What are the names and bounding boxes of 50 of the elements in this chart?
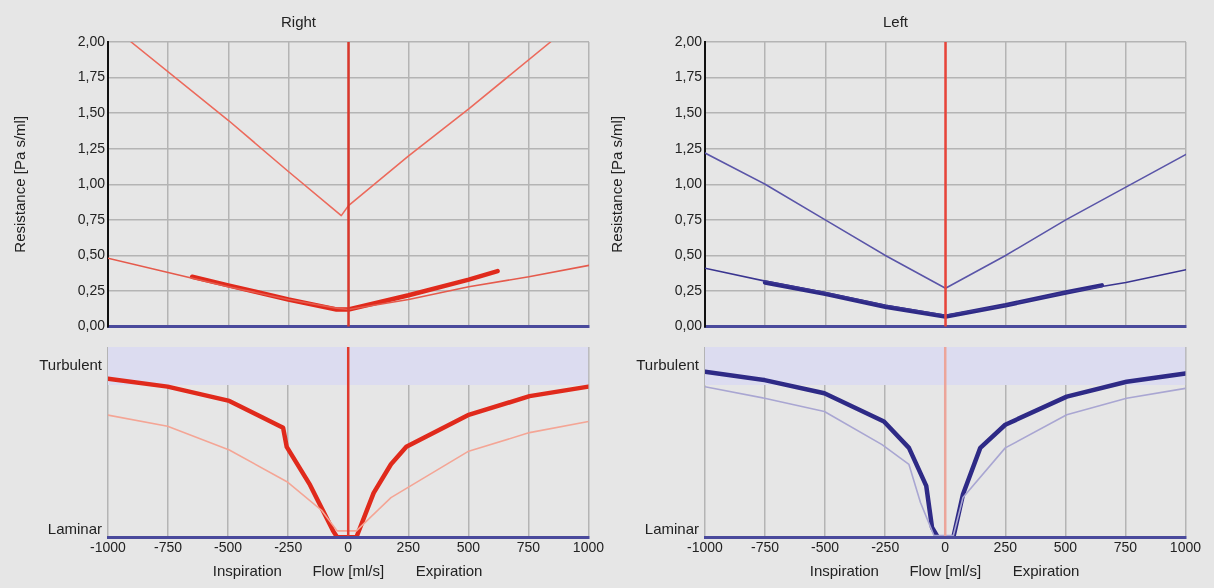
x-tick-label: 0 xyxy=(344,539,353,556)
y-tick-label: 0,50 xyxy=(77,246,106,263)
x-axis-title: Flow [ml/s] xyxy=(312,562,385,579)
x-tick-label: -750 xyxy=(154,539,183,556)
band-label: Turbulent xyxy=(636,356,700,374)
y-tick-label: 0,25 xyxy=(674,281,703,298)
x-tick-label: 250 xyxy=(993,539,1018,556)
y-axis-title: Resistance [Pa s/ml] xyxy=(608,115,626,253)
x-tick-label: 500 xyxy=(1053,539,1078,556)
x-tick-label: 250 xyxy=(396,539,421,556)
x-tick-label: 1000 xyxy=(1169,539,1202,556)
x-tick-label: -250 xyxy=(274,539,303,556)
x-tick-label: 500 xyxy=(456,539,481,556)
text: Expiration xyxy=(415,562,483,579)
y-tick-label: 1,50 xyxy=(77,104,106,121)
band-label: Turbulent xyxy=(39,356,103,374)
y-tick-label: 0,00 xyxy=(674,317,703,334)
y-tick-label: 1,00 xyxy=(674,175,703,192)
y-tick-label: 1,25 xyxy=(77,139,106,156)
chart-title: Left xyxy=(882,13,909,31)
y-tick-label: 1,25 xyxy=(674,139,703,156)
y-tick-label: 0,00 xyxy=(77,317,106,334)
y-tick-label: 0,75 xyxy=(674,210,703,227)
chart-title: Right xyxy=(280,13,317,31)
text: Inspiration xyxy=(212,562,282,579)
x-tick-label: -250 xyxy=(871,539,900,556)
x-tick-label: 0 xyxy=(941,539,950,556)
ref-line-label: Laminar xyxy=(47,519,102,537)
y-axis-title: Resistance [Pa s/ml] xyxy=(11,115,29,253)
y-tick-label: 0,50 xyxy=(674,246,703,263)
x-tick-label: -750 xyxy=(751,539,780,556)
y-tick-label: 1,75 xyxy=(674,68,703,85)
x-tick-label: -1000 xyxy=(687,539,724,556)
ref-line-label: Laminar xyxy=(644,519,699,537)
x-tick-label: 1000 xyxy=(572,539,605,556)
x-tick-label: 750 xyxy=(1113,539,1138,556)
x-tick-label: -1000 xyxy=(90,539,127,556)
y-tick-label: 1,75 xyxy=(77,68,106,85)
x-tick-label: -500 xyxy=(811,539,840,556)
y-tick-label: 2,00 xyxy=(77,32,106,49)
x-tick-label: 750 xyxy=(516,539,541,556)
y-tick-label: 2,00 xyxy=(674,32,703,49)
text: Inspiration xyxy=(809,562,879,579)
y-tick-label: 1,00 xyxy=(77,175,106,192)
x-tick-label: -500 xyxy=(214,539,243,556)
x-axis-title: Flow [ml/s] xyxy=(909,562,982,579)
y-tick-label: 1,50 xyxy=(674,104,703,121)
text: Expiration xyxy=(1012,562,1080,579)
y-tick-label: 0,75 xyxy=(77,210,106,227)
y-tick-label: 0,25 xyxy=(77,281,106,298)
